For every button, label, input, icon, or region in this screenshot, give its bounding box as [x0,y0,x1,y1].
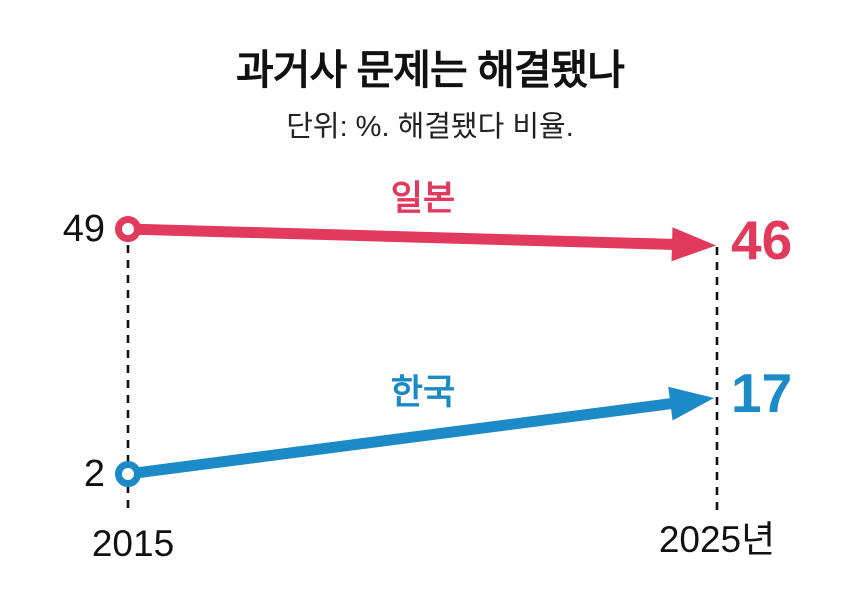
korea-series-label: 한국 [390,373,456,412]
japan-line [135,223,685,251]
japan-series-label: 일본 [390,179,456,218]
korea-arrowhead-icon [668,386,714,421]
japan-arrowhead-icon [671,227,716,262]
chart-title: 과거사 문제는 해결됐나 [236,47,625,93]
chart-subtitle: 단위: %. 해결됐다 비율. [286,111,574,143]
x-axis-label-2015: 2015 [91,523,175,564]
korea-start-marker [115,461,141,487]
korea-end-value: 17 [731,362,793,424]
korea-start-value: 2 [83,453,105,495]
japan-start-marker [115,216,141,242]
korea-line [133,396,683,479]
x-axis-label-2025: 2025년 [658,519,776,560]
japan-start-value: 49 [62,208,105,250]
japan-end-value: 46 [731,209,793,271]
